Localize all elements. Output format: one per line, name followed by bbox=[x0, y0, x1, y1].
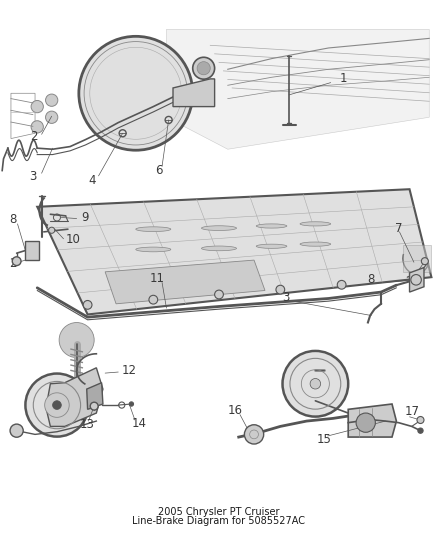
Circle shape bbox=[46, 94, 58, 107]
Text: Line-Brake Diagram for 5085527AC: Line-Brake Diagram for 5085527AC bbox=[133, 516, 305, 526]
Circle shape bbox=[31, 100, 43, 113]
Circle shape bbox=[193, 57, 215, 79]
Text: 13: 13 bbox=[79, 418, 94, 431]
Text: 3: 3 bbox=[282, 291, 289, 304]
Circle shape bbox=[45, 393, 69, 417]
Circle shape bbox=[149, 295, 158, 304]
Circle shape bbox=[46, 111, 58, 124]
Circle shape bbox=[310, 378, 321, 389]
Text: 7: 7 bbox=[395, 222, 403, 235]
Circle shape bbox=[244, 425, 264, 444]
Text: 10: 10 bbox=[66, 233, 81, 246]
Text: 1: 1 bbox=[340, 72, 348, 85]
Circle shape bbox=[53, 401, 61, 409]
Circle shape bbox=[49, 227, 55, 233]
Text: 17: 17 bbox=[404, 405, 419, 418]
Text: 6: 6 bbox=[155, 164, 162, 177]
Ellipse shape bbox=[136, 247, 171, 252]
Text: 9: 9 bbox=[81, 211, 89, 224]
Text: 15: 15 bbox=[317, 433, 332, 446]
Text: 8: 8 bbox=[368, 273, 375, 286]
Ellipse shape bbox=[300, 222, 331, 226]
Circle shape bbox=[31, 120, 43, 133]
Circle shape bbox=[215, 290, 223, 299]
Text: 2: 2 bbox=[9, 257, 17, 270]
Circle shape bbox=[276, 285, 285, 294]
Polygon shape bbox=[46, 368, 103, 426]
Circle shape bbox=[12, 257, 21, 265]
Circle shape bbox=[25, 374, 88, 437]
Text: 11: 11 bbox=[149, 272, 164, 285]
Circle shape bbox=[129, 402, 134, 406]
Circle shape bbox=[197, 62, 210, 75]
Text: 12: 12 bbox=[122, 364, 137, 377]
Polygon shape bbox=[166, 29, 429, 149]
Ellipse shape bbox=[201, 226, 237, 230]
Circle shape bbox=[337, 280, 346, 289]
Polygon shape bbox=[37, 189, 431, 314]
Text: 14: 14 bbox=[132, 417, 147, 430]
Text: 3: 3 bbox=[29, 171, 36, 183]
Circle shape bbox=[83, 301, 92, 309]
Circle shape bbox=[90, 402, 98, 410]
Circle shape bbox=[421, 257, 428, 265]
Polygon shape bbox=[105, 260, 265, 304]
Ellipse shape bbox=[256, 244, 287, 248]
Ellipse shape bbox=[136, 227, 171, 231]
Text: 8: 8 bbox=[10, 213, 17, 226]
Polygon shape bbox=[348, 404, 396, 437]
Polygon shape bbox=[410, 268, 424, 292]
Circle shape bbox=[283, 351, 348, 417]
Ellipse shape bbox=[201, 246, 237, 251]
Polygon shape bbox=[403, 245, 431, 272]
Polygon shape bbox=[173, 79, 215, 107]
Circle shape bbox=[418, 428, 423, 433]
Circle shape bbox=[417, 416, 424, 424]
Polygon shape bbox=[87, 383, 103, 409]
Text: 2005 Chrysler PT Cruiser: 2005 Chrysler PT Cruiser bbox=[158, 507, 280, 516]
Text: 16: 16 bbox=[228, 404, 243, 417]
Ellipse shape bbox=[300, 242, 331, 246]
Circle shape bbox=[356, 413, 375, 432]
Circle shape bbox=[79, 36, 193, 150]
Text: 4: 4 bbox=[88, 174, 96, 187]
Text: 2: 2 bbox=[30, 131, 38, 143]
Polygon shape bbox=[25, 241, 39, 260]
Circle shape bbox=[59, 322, 94, 358]
Ellipse shape bbox=[256, 224, 287, 228]
Circle shape bbox=[10, 424, 23, 437]
